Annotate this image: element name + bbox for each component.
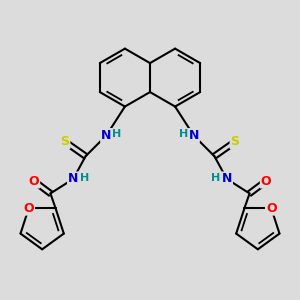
Text: H: H <box>112 130 121 140</box>
Text: S: S <box>60 135 69 148</box>
Text: S: S <box>231 135 240 148</box>
Text: N: N <box>222 172 232 185</box>
Text: N: N <box>68 172 78 185</box>
Text: H: H <box>211 173 220 183</box>
Text: N: N <box>101 129 112 142</box>
Text: N: N <box>188 129 199 142</box>
Text: O: O <box>266 202 277 214</box>
Text: O: O <box>261 175 272 188</box>
Text: H: H <box>179 130 188 140</box>
Text: H: H <box>80 173 89 183</box>
Text: O: O <box>23 202 34 214</box>
Text: O: O <box>28 175 39 188</box>
